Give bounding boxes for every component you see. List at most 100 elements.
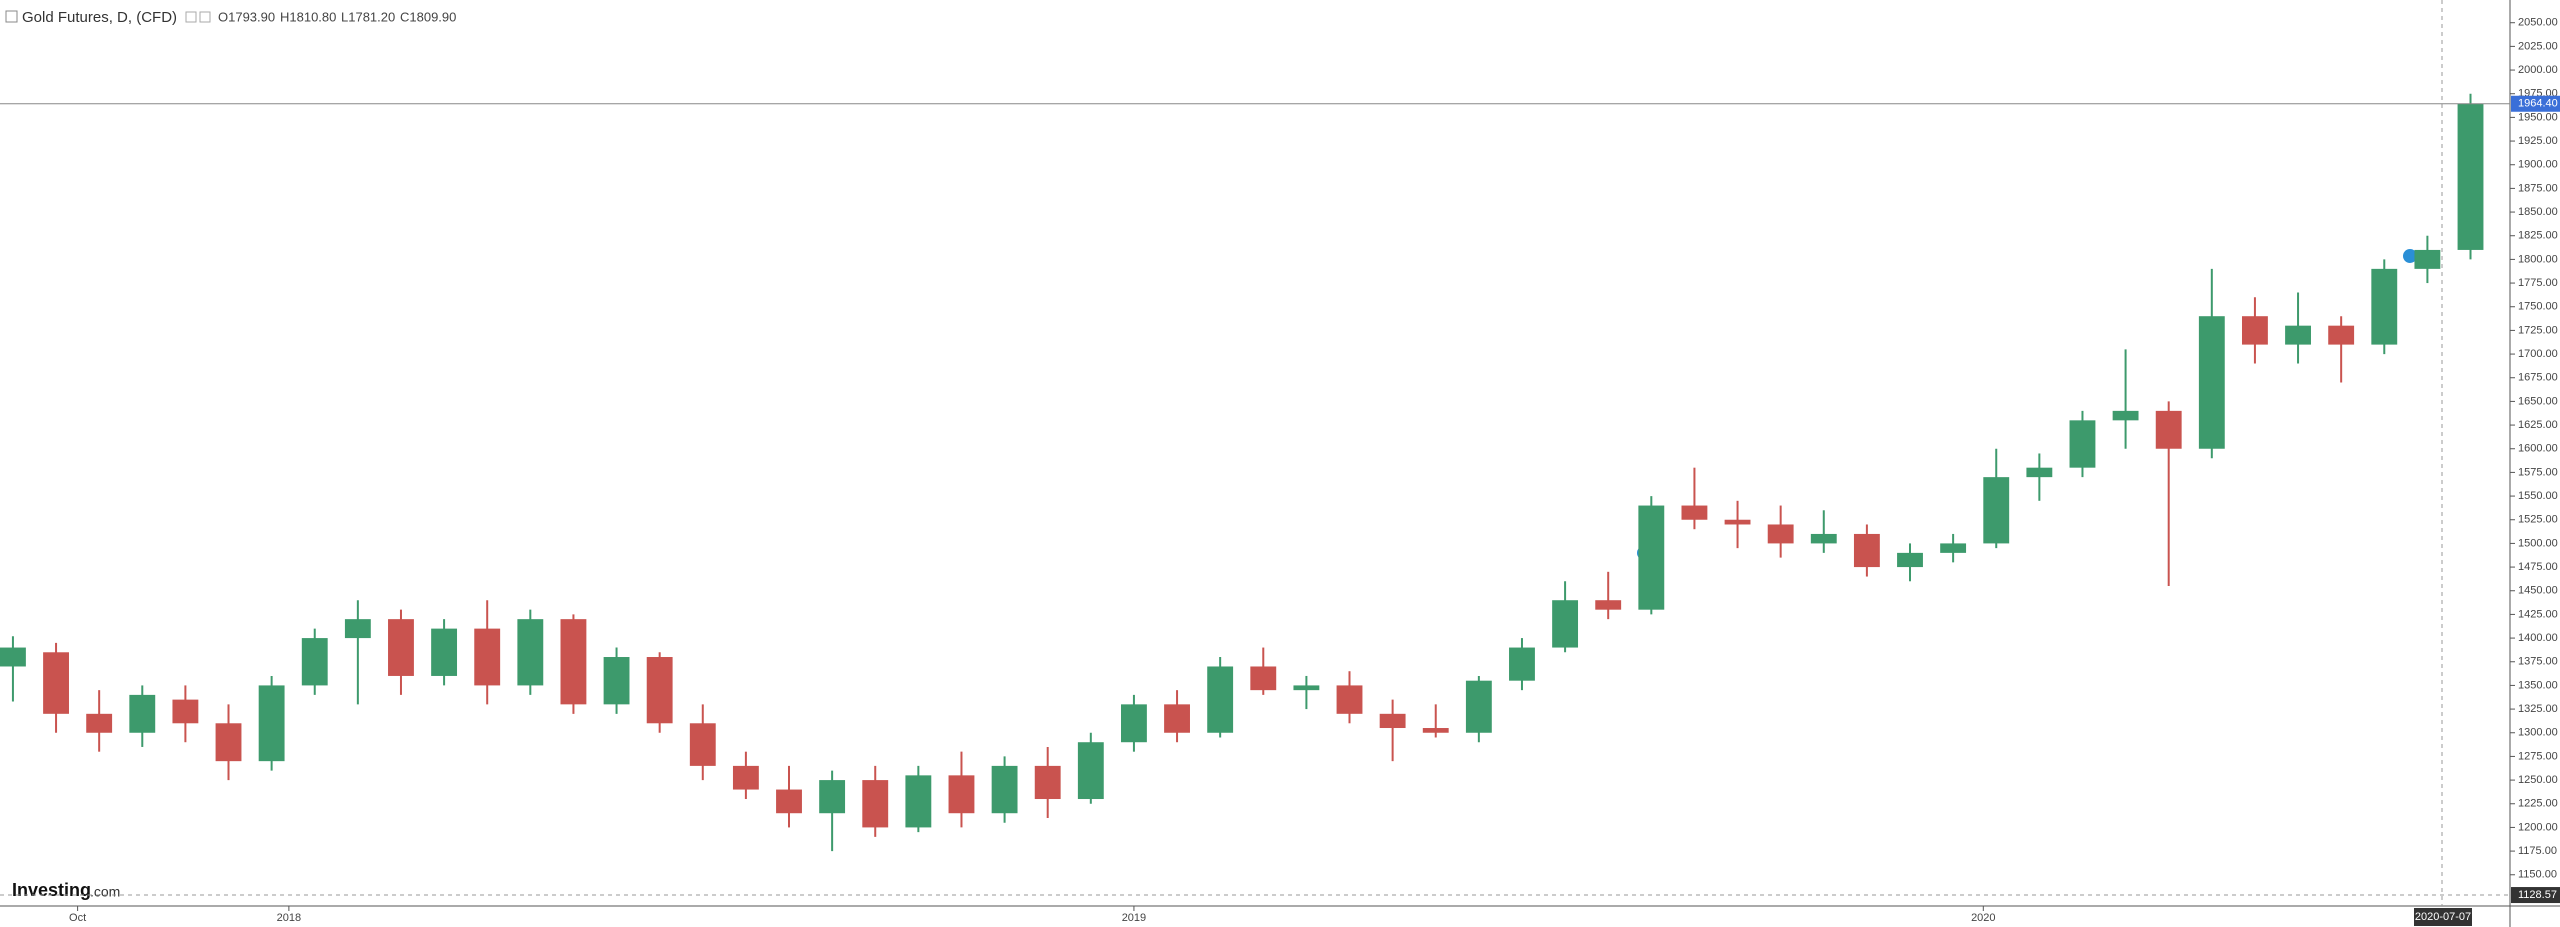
candle-body bbox=[258, 685, 285, 762]
y-tick-label: 1400.00 bbox=[2518, 632, 2558, 644]
y-tick-label: 1275.00 bbox=[2518, 750, 2558, 762]
candle-body bbox=[603, 657, 630, 705]
legend-low: L1781.20 bbox=[341, 9, 395, 24]
logo: Investing bbox=[12, 880, 91, 900]
candle-body bbox=[517, 619, 544, 686]
y-tick-label: 1750.00 bbox=[2518, 301, 2558, 313]
y-tick-label: 1825.00 bbox=[2518, 230, 2558, 242]
y-tick-label: 1150.00 bbox=[2518, 869, 2557, 881]
y-tick-label: 1800.00 bbox=[2518, 253, 2558, 265]
collapse-icon[interactable] bbox=[5, 10, 18, 23]
y-tick-label: 1300.00 bbox=[2518, 727, 2558, 739]
candle-body bbox=[2457, 103, 2484, 250]
last-price-box bbox=[2511, 95, 2560, 112]
x-tick-label: Oct bbox=[69, 912, 86, 924]
low-marker-label: 1128.57 bbox=[2518, 889, 2557, 901]
y-tick-label: 2050.00 bbox=[2518, 17, 2558, 29]
candle-body bbox=[2328, 325, 2355, 345]
y-tick-label: 1900.00 bbox=[2518, 159, 2558, 171]
y-tick-label: 1325.00 bbox=[2518, 703, 2558, 715]
candle-body bbox=[2371, 268, 2398, 345]
candle-body bbox=[2155, 410, 2182, 449]
y-tick-label: 1625.00 bbox=[2518, 419, 2558, 431]
y-tick-label: 1250.00 bbox=[2518, 774, 2558, 786]
candle-body bbox=[1293, 685, 1320, 691]
close-icon[interactable] bbox=[199, 11, 211, 23]
candle-body bbox=[43, 652, 69, 714]
legend-close: C1809.90 bbox=[400, 9, 456, 24]
candle-body bbox=[1077, 742, 1104, 800]
y-tick-label: 2025.00 bbox=[2518, 40, 2558, 52]
crosshair-date-box bbox=[2414, 908, 2472, 926]
low-marker-box bbox=[2511, 887, 2560, 904]
candle-body bbox=[1983, 477, 2010, 544]
candle-body bbox=[1681, 505, 1708, 520]
candle-body bbox=[646, 657, 673, 724]
crosshair-date: 2020-07-07 bbox=[2415, 911, 2471, 923]
candle-body bbox=[2414, 249, 2441, 269]
candle-body bbox=[905, 775, 932, 828]
candle-body bbox=[1034, 765, 1061, 800]
candle-body bbox=[129, 694, 156, 733]
candle-body bbox=[1767, 524, 1794, 544]
y-tick-label: 2000.00 bbox=[2518, 64, 2558, 76]
y-tick-label: 1675.00 bbox=[2518, 372, 2558, 384]
candle-body bbox=[2112, 410, 2139, 421]
candle-body bbox=[948, 775, 975, 814]
candle-body bbox=[689, 723, 716, 766]
last-price-label: 1964.40 bbox=[2518, 98, 2558, 110]
y-tick-label: 1525.00 bbox=[2518, 514, 2558, 526]
candle-body bbox=[776, 789, 802, 814]
y-tick-label: 1925.00 bbox=[2518, 135, 2558, 147]
candle-body bbox=[301, 638, 328, 686]
chart-title: Gold Futures, D, (CFD) bbox=[22, 9, 177, 26]
candle-body bbox=[1940, 543, 1967, 553]
candle-body bbox=[1465, 680, 1492, 733]
y-tick-label: 1725.00 bbox=[2518, 324, 2558, 336]
y-tick-label: 1775.00 bbox=[2518, 277, 2558, 289]
y-tick-label: 1450.00 bbox=[2518, 585, 2558, 597]
candle-body bbox=[172, 699, 199, 724]
candle-body bbox=[388, 619, 414, 676]
x-tick-label: 2018 bbox=[277, 912, 301, 924]
x-tick-label: 2020 bbox=[1971, 912, 1995, 924]
candle-body bbox=[1250, 666, 1277, 691]
y-tick-label: 1475.00 bbox=[2518, 561, 2558, 573]
y-tick-label: 1950.00 bbox=[2518, 111, 2558, 123]
y-tick-label: 1550.00 bbox=[2518, 490, 2558, 502]
candle-body bbox=[1810, 533, 1837, 544]
candle-body bbox=[2198, 316, 2225, 449]
candle-body bbox=[1724, 519, 1751, 525]
candle-body bbox=[474, 628, 501, 686]
candle-body bbox=[86, 713, 113, 733]
y-tick-label: 1200.00 bbox=[2518, 821, 2558, 833]
y-tick-label: 1175.00 bbox=[2518, 845, 2557, 857]
candle-body bbox=[560, 619, 587, 705]
candle-body bbox=[2026, 467, 2053, 478]
y-tick-label: 1225.00 bbox=[2518, 798, 2558, 810]
candle-body bbox=[1207, 666, 1234, 733]
y-tick-label: 1600.00 bbox=[2518, 443, 2558, 455]
y-tick-label: 1375.00 bbox=[2518, 656, 2558, 668]
y-tick-label: 1700.00 bbox=[2518, 348, 2558, 360]
candle-body bbox=[991, 765, 1018, 814]
y-tick-label: 1350.00 bbox=[2518, 679, 2558, 691]
candle-body bbox=[732, 765, 759, 790]
y-tick-label: 1425.00 bbox=[2518, 608, 2558, 620]
candle-body bbox=[862, 780, 889, 828]
y-tick-label: 1875.00 bbox=[2518, 182, 2558, 194]
event-marker[interactable] bbox=[2403, 249, 2417, 263]
logo-suffix: .com bbox=[90, 884, 120, 900]
candle-body bbox=[1509, 647, 1535, 681]
candle-body bbox=[1595, 600, 1622, 610]
candle-body bbox=[1164, 704, 1190, 733]
candle-body bbox=[1120, 704, 1147, 743]
candle-body bbox=[1638, 505, 1665, 610]
y-tick-label: 1575.00 bbox=[2518, 466, 2558, 478]
candle-body bbox=[2069, 420, 2096, 468]
settings-icon[interactable] bbox=[185, 11, 197, 23]
y-tick-label: 1500.00 bbox=[2518, 537, 2558, 549]
